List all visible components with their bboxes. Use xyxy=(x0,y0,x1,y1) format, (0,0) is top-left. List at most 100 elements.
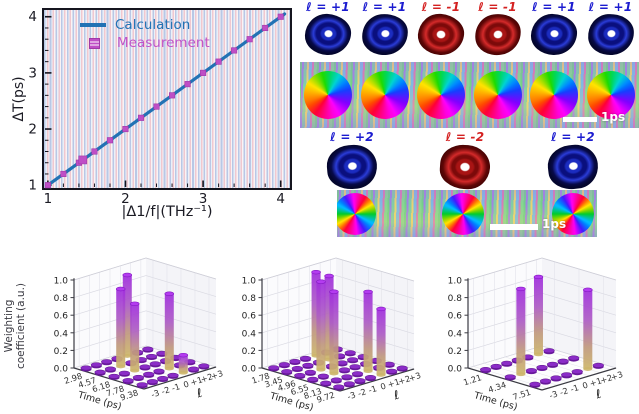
torus-label: ℓ = +1 xyxy=(306,0,350,14)
phase-map-2: 1ps xyxy=(337,190,597,237)
torus-pos xyxy=(359,11,410,58)
svg-text:4.34: 4.34 xyxy=(487,380,508,395)
svg-text:2: 2 xyxy=(28,122,37,138)
svg-text:0.4: 0.4 xyxy=(54,329,69,339)
svg-text:1.0: 1.0 xyxy=(448,277,463,287)
calculation-line-swatch xyxy=(80,23,106,27)
torus-label: ℓ = -2 xyxy=(445,130,485,144)
svg-text:0: 0 xyxy=(581,380,589,391)
torus-label: ℓ = +2 xyxy=(551,130,595,144)
svg-text:4: 4 xyxy=(276,191,285,207)
phase-vortex xyxy=(473,71,522,119)
svg-text:1.21: 1.21 xyxy=(462,372,483,387)
scale-bar xyxy=(490,224,538,230)
weighting-chart-3: 0.00.20.40.60.81.01.21 4.34 7.51 -3 -2 -1 0 +1+… xyxy=(448,257,624,413)
svg-text:+3: +3 xyxy=(609,369,624,382)
torus-label: ℓ = +1 xyxy=(362,0,407,14)
svg-text:0.6: 0.6 xyxy=(448,312,463,322)
phase-vortex xyxy=(442,193,484,235)
torus-pos xyxy=(530,13,578,56)
svg-text:+1: +1 xyxy=(386,376,401,389)
torus-neg xyxy=(471,10,524,59)
svg-text:ℓ: ℓ xyxy=(194,386,204,401)
svg-text:+1: +1 xyxy=(588,375,603,388)
svg-text:0.4: 0.4 xyxy=(448,329,463,339)
svg-text:-3: -3 xyxy=(150,388,161,400)
torus-pos xyxy=(325,142,379,192)
torus-pos xyxy=(586,12,635,57)
weighting-chart-1: 0.00.20.40.60.81.02.984.576.187.789.38 -3… xyxy=(3,257,225,413)
bar3d-panels: 0.0 0.2 0.4 0.6 0.8 1.0 2.98 4.57 6.18 7.78 9.38 -3… xyxy=(0,240,639,414)
svg-text:0: 0 xyxy=(379,381,387,392)
x-axis-label: |Δ1/f|(THz⁻¹) xyxy=(121,204,213,220)
svg-text:7.51: 7.51 xyxy=(511,387,532,402)
weighting-chart-2: 0.00.20.40.60.81.01.783.454.966.558.139.… xyxy=(242,257,422,414)
svg-text:0.0: 0.0 xyxy=(242,365,257,375)
torus-pos xyxy=(303,12,353,57)
svg-text:ℓ: ℓ xyxy=(391,388,401,403)
svg-text:0.4: 0.4 xyxy=(242,329,257,339)
svg-text:+1: +1 xyxy=(189,374,204,387)
svg-text:0.8: 0.8 xyxy=(448,294,463,304)
svg-text:ℓ: ℓ xyxy=(593,387,603,402)
phase-map-1: 1ps xyxy=(300,62,639,128)
svg-text:1: 1 xyxy=(44,191,53,207)
svg-text:1.0: 1.0 xyxy=(242,277,257,287)
svg-text:-3: -3 xyxy=(548,389,559,401)
svg-text:0.2: 0.2 xyxy=(448,347,462,357)
legend: Calculation Measurement xyxy=(80,16,210,52)
phase-vortex xyxy=(360,71,409,119)
svg-text:0.2: 0.2 xyxy=(54,347,68,357)
svg-text:+2: +2 xyxy=(199,371,214,384)
vortex-panel: ℓ = +1 ℓ = +1 ℓ = -1 ℓ = -1 ℓ = +1 ℓ = +1 1ps ℓ… xyxy=(300,0,639,240)
svg-text:+3: +3 xyxy=(407,370,422,383)
svg-text:-1: -1 xyxy=(367,383,378,395)
legend-item-measurement: Measurement xyxy=(80,34,210,52)
svg-text:-2: -2 xyxy=(558,385,569,397)
svg-text:1: 1 xyxy=(28,178,37,194)
svg-text:coefficient (a.u.): coefficient (a.u.) xyxy=(15,283,27,369)
svg-text:0.2: 0.2 xyxy=(242,347,256,357)
scale-bar-label: 1ps xyxy=(542,217,567,231)
scale-bar xyxy=(563,117,597,122)
phase-vortex xyxy=(586,71,635,119)
svg-text:0.0: 0.0 xyxy=(54,365,69,375)
svg-text:+3: +3 xyxy=(210,368,225,381)
svg-text:0.0: 0.0 xyxy=(448,365,463,375)
phase-vortex xyxy=(304,71,352,119)
svg-text:0: 0 xyxy=(182,379,190,390)
svg-text:3: 3 xyxy=(199,191,208,207)
svg-text:-3: -3 xyxy=(346,390,357,402)
torus-label: ℓ = +1 xyxy=(532,0,576,14)
legend-item-calculation: Calculation xyxy=(80,16,210,34)
svg-text:1.0: 1.0 xyxy=(54,277,69,287)
measurement-marker-swatch xyxy=(89,37,100,49)
svg-text:-2: -2 xyxy=(160,384,171,396)
svg-text:+2: +2 xyxy=(599,372,614,385)
phase-vortex xyxy=(530,71,578,119)
torus-label: ℓ = +1 xyxy=(588,0,633,14)
svg-text:Weighting: Weighting xyxy=(3,300,15,353)
scale-bar-label: 1ps xyxy=(601,110,626,124)
svg-text:0.8: 0.8 xyxy=(242,294,257,304)
svg-text:3: 3 xyxy=(28,65,37,81)
legend-label-measurement: Measurement xyxy=(117,35,210,51)
svg-text:+2: +2 xyxy=(397,373,412,386)
svg-text:2: 2 xyxy=(121,191,130,207)
svg-text:4: 4 xyxy=(28,9,37,25)
svg-text:0.6: 0.6 xyxy=(54,312,69,322)
torus-neg xyxy=(438,143,492,191)
svg-text:-2: -2 xyxy=(356,386,367,398)
line-chart-canvas: 1 2 3 4 1 2 3 4 xyxy=(28,9,287,207)
legend-label-calculation: Calculation xyxy=(115,17,191,33)
torus-label: ℓ = +2 xyxy=(330,130,374,144)
torus-pos xyxy=(545,142,601,192)
phase-vortex xyxy=(337,193,376,235)
torus-neg xyxy=(416,12,466,57)
phase-vortex xyxy=(552,193,594,235)
svg-text:-1: -1 xyxy=(170,381,181,393)
torus-label: ℓ = -1 xyxy=(478,0,517,14)
torus-label: ℓ = -1 xyxy=(421,0,461,14)
